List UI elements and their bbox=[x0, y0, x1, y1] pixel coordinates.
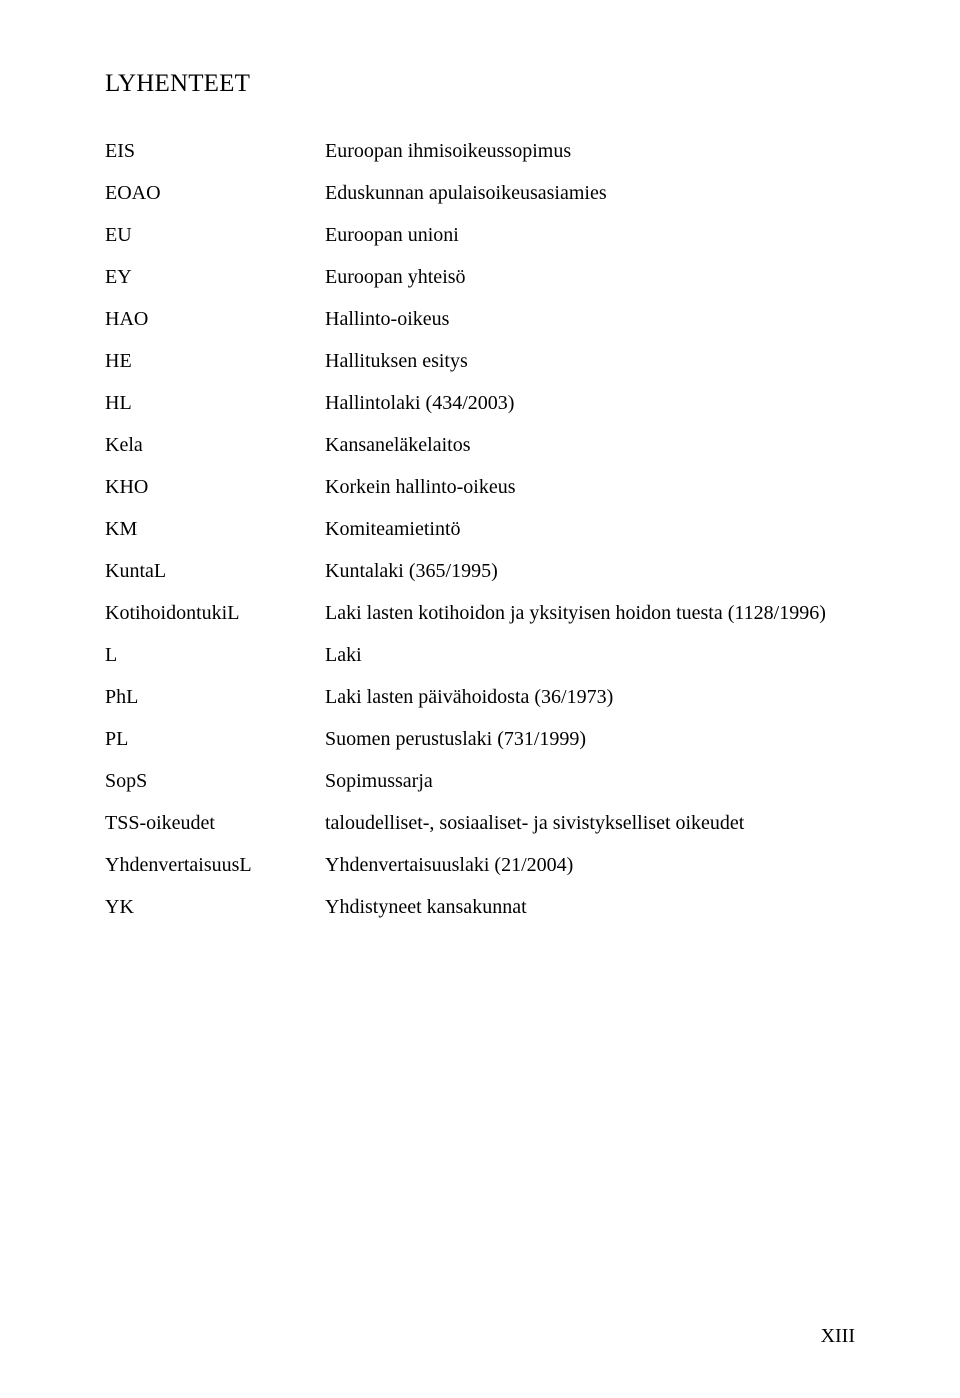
abbr-row: KMKomiteamietintö bbox=[105, 514, 855, 545]
abbr-definition: Euroopan ihmisoikeussopimus bbox=[325, 136, 855, 167]
abbr-term: KuntaL bbox=[105, 556, 325, 587]
abbr-definition: Laki lasten kotihoidon ja yksityisen hoi… bbox=[325, 598, 855, 629]
abbr-term: KotihoidontukiL bbox=[105, 598, 325, 629]
abbr-definition: Suomen perustuslaki (731/1999) bbox=[325, 724, 855, 755]
abbr-row: KHOKorkein hallinto-oikeus bbox=[105, 472, 855, 503]
abbr-definition: Korkein hallinto-oikeus bbox=[325, 472, 855, 503]
abbr-row: LLaki bbox=[105, 640, 855, 671]
abbr-row: PLSuomen perustuslaki (731/1999) bbox=[105, 724, 855, 755]
document-page: LYHENTEET EISEuroopan ihmisoikeussopimus… bbox=[0, 0, 960, 1398]
abbr-term: KHO bbox=[105, 472, 325, 503]
abbr-term: HL bbox=[105, 388, 325, 419]
abbr-row: YKYhdistyneet kansakunnat bbox=[105, 892, 855, 923]
abbr-row: KotihoidontukiLLaki lasten kotihoidon ja… bbox=[105, 598, 855, 629]
abbr-term: TSS-oikeudet bbox=[105, 808, 325, 839]
abbr-definition: taloudelliset-, sosiaaliset- ja sivistyk… bbox=[325, 808, 855, 839]
abbr-term: PL bbox=[105, 724, 325, 755]
abbr-row: SopSSopimussarja bbox=[105, 766, 855, 797]
abbr-term: HAO bbox=[105, 304, 325, 335]
abbr-row: KuntaLKuntalaki (365/1995) bbox=[105, 556, 855, 587]
abbr-row: HEHallituksen esitys bbox=[105, 346, 855, 377]
abbr-term: Kela bbox=[105, 430, 325, 461]
abbr-term: YhdenvertaisuusL bbox=[105, 850, 325, 881]
abbr-term: EU bbox=[105, 220, 325, 251]
abbr-term: L bbox=[105, 640, 325, 671]
abbr-row: EISEuroopan ihmisoikeussopimus bbox=[105, 136, 855, 167]
abbr-row: YhdenvertaisuusLYhdenvertaisuuslaki (21/… bbox=[105, 850, 855, 881]
abbr-definition: Laki bbox=[325, 640, 855, 671]
abbr-row: EOAOEduskunnan apulaisoikeusasiamies bbox=[105, 178, 855, 209]
abbr-term: SopS bbox=[105, 766, 325, 797]
abbr-term: EIS bbox=[105, 136, 325, 167]
abbreviation-list: EISEuroopan ihmisoikeussopimusEOAOEdusku… bbox=[105, 136, 855, 923]
abbr-row: EUEuroopan unioni bbox=[105, 220, 855, 251]
abbr-definition: Euroopan unioni bbox=[325, 220, 855, 251]
abbr-definition: Kansaneläkelaitos bbox=[325, 430, 855, 461]
abbr-row: HAOHallinto-oikeus bbox=[105, 304, 855, 335]
abbr-term: EOAO bbox=[105, 178, 325, 209]
abbr-term: HE bbox=[105, 346, 325, 377]
abbr-definition: Hallintolaki (434/2003) bbox=[325, 388, 855, 419]
abbr-definition: Kuntalaki (365/1995) bbox=[325, 556, 855, 587]
abbr-definition: Yhdistyneet kansakunnat bbox=[325, 892, 855, 923]
abbr-definition: Hallinto-oikeus bbox=[325, 304, 855, 335]
page-title: LYHENTEET bbox=[105, 70, 855, 98]
abbr-term: YK bbox=[105, 892, 325, 923]
abbr-definition: Komiteamietintö bbox=[325, 514, 855, 545]
abbr-term: KM bbox=[105, 514, 325, 545]
abbr-row: KelaKansaneläkelaitos bbox=[105, 430, 855, 461]
abbr-definition: Eduskunnan apulaisoikeusasiamies bbox=[325, 178, 855, 209]
abbr-row: PhLLaki lasten päivähoidosta (36/1973) bbox=[105, 682, 855, 713]
abbr-definition: Sopimussarja bbox=[325, 766, 855, 797]
abbr-row: TSS-oikeudettaloudelliset-, sosiaaliset-… bbox=[105, 808, 855, 839]
abbr-row: EYEuroopan yhteisö bbox=[105, 262, 855, 293]
abbr-definition: Euroopan yhteisö bbox=[325, 262, 855, 293]
abbr-term: EY bbox=[105, 262, 325, 293]
abbr-definition: Yhdenvertaisuuslaki (21/2004) bbox=[325, 850, 855, 881]
abbr-definition: Laki lasten päivähoidosta (36/1973) bbox=[325, 682, 855, 713]
abbr-row: HLHallintolaki (434/2003) bbox=[105, 388, 855, 419]
abbr-definition: Hallituksen esitys bbox=[325, 346, 855, 377]
abbr-term: PhL bbox=[105, 682, 325, 713]
page-number: XIII bbox=[821, 1325, 855, 1348]
